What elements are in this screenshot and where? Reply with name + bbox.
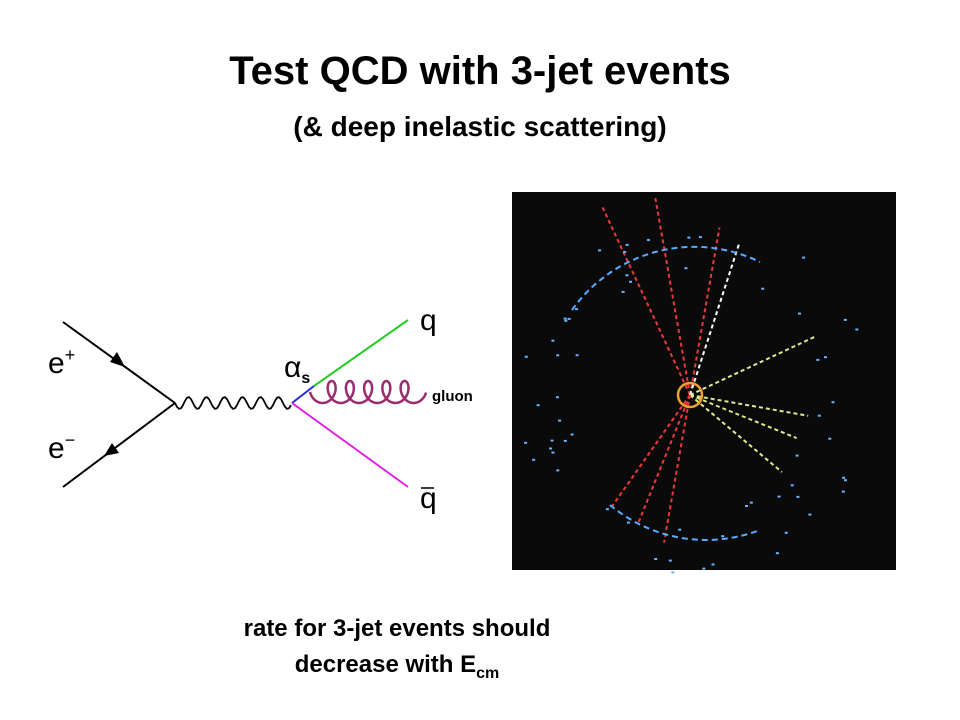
subtitle: (& deep inelastic scattering) [293,111,666,142]
hit [816,358,820,361]
hit [621,290,625,293]
track [689,227,721,396]
hit [563,439,567,442]
hit [551,451,555,454]
track [689,334,818,396]
quark-vertex-line [291,385,315,404]
hit [598,249,601,252]
event-image [512,192,896,570]
hit [550,439,554,442]
hit [777,495,781,498]
caption-line: rate for 3-jet events should [244,615,551,642]
hit [536,404,540,407]
arrow [110,352,125,367]
track [663,394,691,543]
hit [575,354,579,357]
track [689,394,809,417]
hit [802,256,806,259]
hit [855,328,859,331]
hit [790,484,794,487]
hit [646,239,650,241]
antiquark-label: q [420,482,437,515]
antiquark-line [291,402,409,488]
photon-line [174,396,292,410]
hit [844,479,847,482]
arrow [104,443,119,456]
hit [570,433,574,436]
hit [784,531,788,534]
hit [808,513,812,516]
hit [532,458,536,461]
hit [555,396,559,399]
hit [684,267,688,270]
hit [828,437,832,440]
hit [564,319,568,322]
hit [749,501,753,504]
hit [575,308,578,311]
hit [698,236,702,239]
hit [551,339,555,342]
hit [558,419,562,422]
hit [687,236,691,239]
gluon-label: gluon [432,388,473,405]
hit [524,441,528,444]
quark-line [313,319,409,387]
hit [711,563,715,566]
hit [563,317,567,320]
track [636,394,691,526]
feynman-diagram: e+ e− q q αs gluon [48,304,473,515]
hit [629,280,632,283]
track [689,242,741,396]
track [654,197,691,396]
hit [798,312,801,315]
hit [556,354,560,357]
detector-arc [571,245,761,311]
hit [625,243,629,246]
hit [824,356,827,359]
coupling-label: αs [284,351,310,387]
event-display [512,192,896,574]
positron-label: e+ [48,345,75,380]
hit [761,287,765,290]
track [689,394,783,473]
hit [605,508,609,511]
hit [567,317,571,320]
hit [702,567,706,570]
hit [841,490,845,493]
track [608,394,691,511]
hit [831,401,835,404]
hit [721,535,725,538]
hit [654,558,658,560]
gluon-line [308,379,428,405]
hit [795,454,799,457]
hit [625,274,629,277]
title: Test QCD with 3-jet events [229,49,731,93]
quark-label: q [420,304,437,337]
electron-label: e− [48,430,75,465]
vertex-ring [676,381,704,409]
hit [745,505,748,507]
hit [678,528,682,531]
hit [671,571,675,574]
hit [524,355,528,358]
hit [556,469,560,472]
caption-line: decrease with Ecm [295,651,500,682]
hit [626,521,630,524]
hit [549,447,553,450]
hit [775,552,779,555]
track [689,394,797,440]
hit [796,495,800,498]
hit [668,559,672,562]
hit [843,318,847,321]
hit [623,250,627,253]
electron-line [62,402,176,488]
hit [817,414,821,417]
hit [842,476,846,479]
